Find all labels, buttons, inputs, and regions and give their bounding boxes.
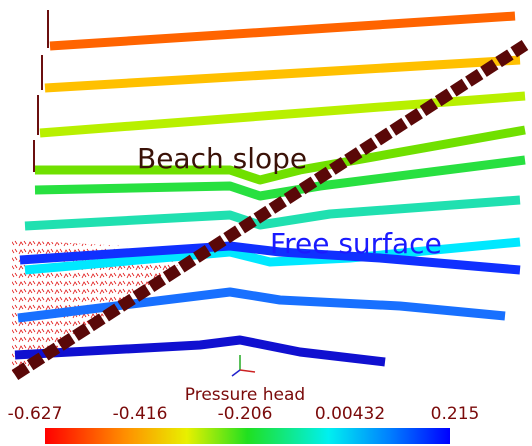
colorbar-tick-label: 0.215 [431,404,480,424]
colorbar [45,428,450,444]
colorbar-tick-label: 0.00432 [315,404,385,424]
annotation: Beach slope [137,142,307,175]
annotation: Free surface [270,227,442,260]
colorbar-tick-label: -0.416 [113,404,168,424]
colorbar-title: Pressure head [185,385,305,405]
render [11,10,529,381]
colorbar-tick-label: -0.627 [8,404,63,424]
colorbar-ticks: -0.627 -0.416 -0.206 0.00432 0.215 [8,404,480,424]
colorbar-tick-label: -0.206 [218,404,273,424]
